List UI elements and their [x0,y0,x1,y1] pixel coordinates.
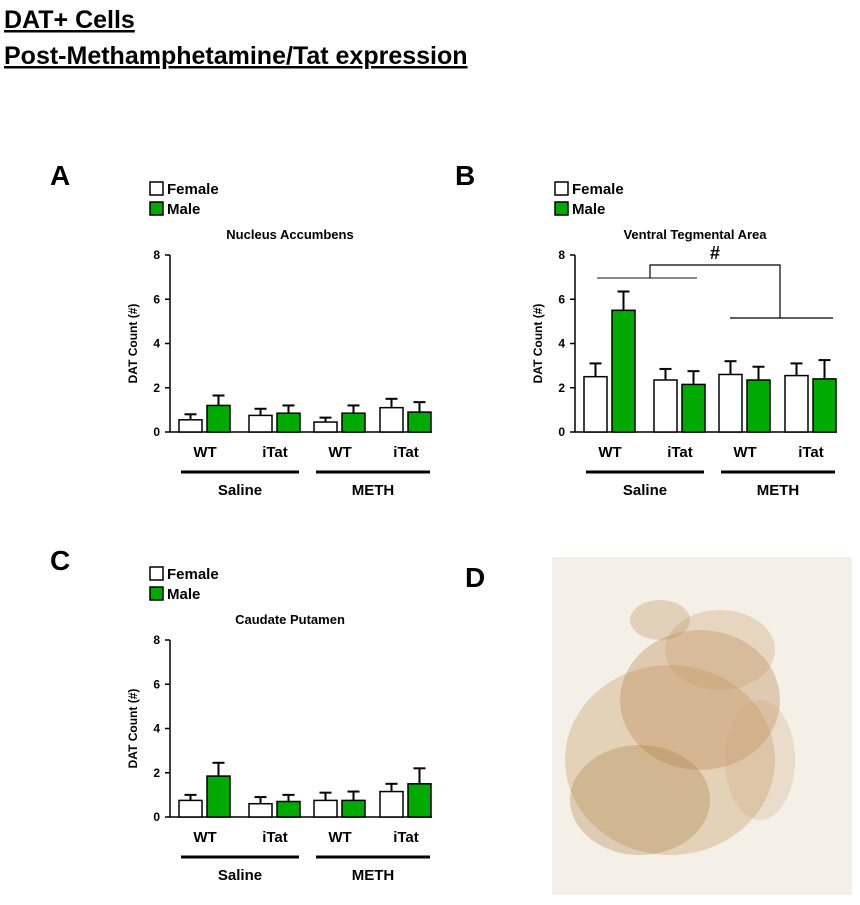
panel-label: A [50,160,70,191]
y-tick-label: 8 [153,633,160,647]
y-tick-label: 6 [558,292,565,306]
x-tick-label: iTat [262,444,288,461]
x-tick-label: WT [328,829,351,846]
x-tick-label: iTat [393,444,419,461]
y-tick-label: 8 [558,248,565,262]
panel-label: D [465,562,485,593]
legend-label: Male [167,201,200,218]
bar [178,799,203,818]
x-tick-label: iTat [393,829,419,846]
x-tick-label: iTat [798,444,824,461]
y-tick-label: 2 [153,381,160,395]
panel-label: B [455,160,475,191]
y-tick-label: 4 [153,722,160,736]
bar [718,373,743,433]
x-tick-label: WT [193,829,216,846]
y-tick-label: 0 [153,425,160,439]
figure-title: DAT+ Cells [4,6,135,34]
legend-swatch [554,201,569,216]
legend-label: Male [167,586,200,603]
bar [276,412,301,433]
chart: B Female Male Ventral Tegmental Area DAT Cou… [455,160,837,499]
bar [681,383,706,433]
bar [178,419,203,433]
y-tick-label: 0 [153,810,160,824]
y-tick-label: 8 [153,248,160,262]
chart: C Female Male Caudate Putamen DAT Count (#) 0… [50,545,432,884]
panel-label: C [50,545,70,576]
bar [812,378,837,433]
legend-swatch [554,181,569,196]
bar [407,783,432,818]
bar [313,799,338,818]
group-label: METH [352,482,395,499]
legend-label: Male [572,201,605,218]
x-tick-label: WT [598,444,621,461]
legend-swatch [149,586,164,601]
legend-label: Female [572,181,624,198]
bar [611,309,636,433]
y-tick-label: 6 [153,677,160,691]
bar [313,421,338,433]
y-tick-label: 6 [153,292,160,306]
bar [206,404,231,433]
x-tick-label: WT [328,444,351,461]
bracket [649,264,781,318]
x-tick-label: iTat [262,829,288,846]
chart-title: Caudate Putamen [235,612,345,627]
y-tick-label: 4 [558,337,565,351]
figure-title: Post-Methamphetamine/Tat expression [4,42,468,70]
bar [784,374,809,433]
significance-mark: # [710,243,720,263]
x-tick-label: WT [733,444,756,461]
legend-swatch [149,201,164,216]
bar [248,414,273,433]
micrograph [552,557,852,895]
y-axis-label: DAT Count (#) [531,304,545,384]
bar [407,411,432,433]
bar [341,412,366,433]
bar [379,406,404,433]
bar [248,802,273,818]
group-label: Saline [623,482,667,499]
y-tick-label: 0 [558,425,565,439]
legend-swatch [149,181,164,196]
group-label: METH [757,482,800,499]
bar [276,800,301,818]
chart-title: Ventral Tegmental Area [623,227,767,242]
bar [746,379,771,433]
legend-label: Female [167,181,219,198]
x-tick-label: WT [193,444,216,461]
y-axis-label: DAT Count (#) [126,689,140,769]
y-tick-label: 2 [558,381,565,395]
group-label: Saline [218,867,262,884]
x-tick-label: iTat [667,444,693,461]
y-tick-label: 2 [153,766,160,780]
bar [341,799,366,818]
group-label: METH [352,867,395,884]
legend-swatch [149,566,164,581]
y-axis-label: DAT Count (#) [126,304,140,384]
chart: A Female Male Nucleus Accumbens DAT Count (#… [50,160,432,499]
bar [379,790,404,818]
y-tick-label: 4 [153,337,160,351]
bar [653,379,678,433]
bar [583,375,608,433]
legend-label: Female [167,566,219,583]
chart-title: Nucleus Accumbens [226,227,353,242]
group-label: Saline [218,482,262,499]
bar [206,775,231,818]
